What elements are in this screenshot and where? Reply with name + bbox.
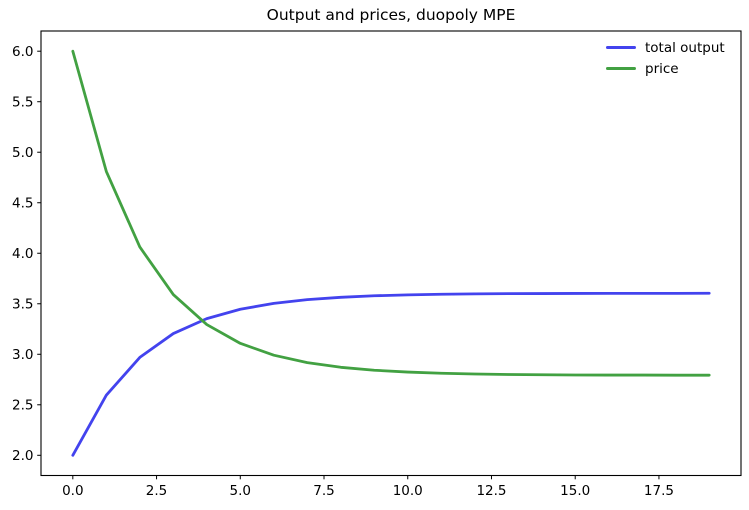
legend-line-swatch-price bbox=[606, 67, 636, 70]
y-tick-label: 4.5 bbox=[12, 196, 33, 212]
legend-item-price: price bbox=[606, 58, 725, 79]
chart-title: Output and prices, duopoly MPE bbox=[266, 6, 516, 24]
x-tick-label: 10.0 bbox=[393, 483, 423, 499]
x-tick-label: 5.0 bbox=[230, 483, 251, 499]
y-tick-label: 5.0 bbox=[12, 145, 33, 161]
x-tick-label: 17.5 bbox=[644, 483, 674, 499]
series-line-price bbox=[71, 49, 711, 377]
x-tick-label: 2.5 bbox=[146, 483, 167, 499]
legend-line-swatch-total-output bbox=[606, 46, 636, 49]
y-tick-label: 2.0 bbox=[12, 448, 33, 464]
x-tick-label: 15.0 bbox=[560, 483, 590, 499]
y-tick-label: 6.0 bbox=[12, 44, 33, 60]
legend: total output price bbox=[606, 37, 725, 79]
x-tick-label: 0.0 bbox=[62, 483, 83, 499]
x-tick-label: 12.5 bbox=[476, 483, 506, 499]
y-tick-label: 4.0 bbox=[12, 246, 33, 262]
axes-frame bbox=[40, 30, 742, 477]
series-line-total-output bbox=[71, 291, 711, 457]
y-tick-label: 2.5 bbox=[12, 398, 33, 414]
legend-label-price: price bbox=[645, 60, 679, 77]
legend-label-total-output: total output bbox=[645, 39, 725, 56]
legend-item-total-output: total output bbox=[606, 37, 725, 58]
y-tick-label: 3.5 bbox=[12, 297, 33, 313]
y-tick-label: 3.0 bbox=[12, 347, 33, 363]
x-tick-label: 7.5 bbox=[313, 483, 334, 499]
y-tick-label: 5.5 bbox=[12, 95, 33, 111]
